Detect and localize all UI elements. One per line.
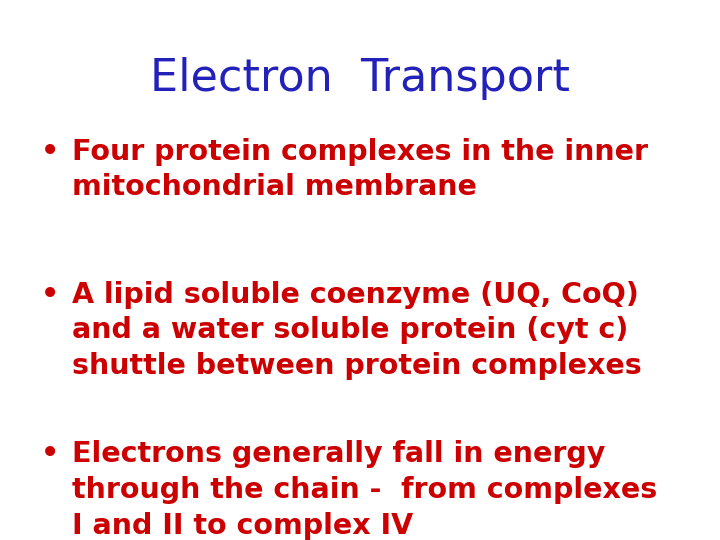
Text: A lipid soluble coenzyme (UQ, CoQ)
and a water soluble protein (cyt c)
shuttle b: A lipid soluble coenzyme (UQ, CoQ) and a…	[72, 281, 642, 380]
Text: •: •	[41, 440, 60, 468]
Text: Electron  Transport: Electron Transport	[150, 57, 570, 100]
Text: •: •	[41, 138, 60, 166]
Text: Four protein complexes in the inner
mitochondrial membrane: Four protein complexes in the inner mito…	[72, 138, 648, 201]
Text: Electrons generally fall in energy
through the chain -  from complexes
I and II : Electrons generally fall in energy throu…	[72, 440, 657, 539]
Text: •: •	[41, 281, 60, 309]
